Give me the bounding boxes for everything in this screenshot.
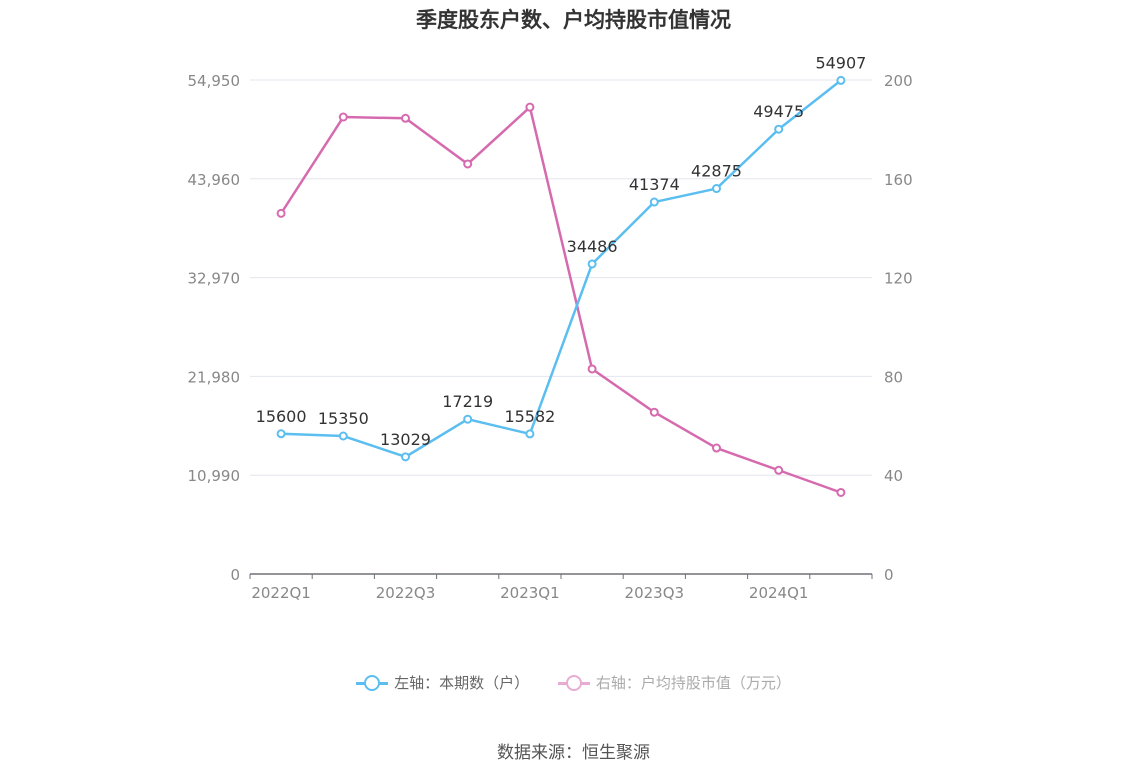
data-label: 13029 bbox=[380, 430, 431, 449]
data-point-left-axis bbox=[649, 197, 659, 207]
chart-title: 季度股东户数、户均持股市值情况 bbox=[416, 8, 731, 32]
data-label: 34486 bbox=[567, 237, 618, 256]
data-point-left-axis bbox=[338, 431, 348, 441]
right-axis-tick-label: 120 bbox=[884, 270, 913, 288]
left-axis-tick-label: 21,980 bbox=[188, 368, 241, 386]
data-point-right-axis bbox=[338, 112, 348, 122]
data-label: 42875 bbox=[691, 162, 742, 181]
data-label: 49475 bbox=[753, 102, 804, 121]
grid-lines bbox=[250, 79, 872, 476]
data-point-right-axis bbox=[649, 407, 659, 417]
data-label: 15582 bbox=[504, 407, 555, 426]
data-label: 15600 bbox=[256, 407, 307, 426]
data-point-left-axis bbox=[276, 429, 286, 439]
series-line-right-axis bbox=[280, 105, 842, 494]
data-point-left-axis bbox=[525, 429, 535, 439]
data-point-left-axis bbox=[587, 259, 597, 269]
series-line-left-axis bbox=[281, 79, 842, 459]
data-point-left-axis bbox=[463, 414, 473, 424]
right-axis-tick-label: 80 bbox=[884, 368, 903, 386]
legend-line-circle-icon bbox=[356, 674, 389, 692]
x-axis-tick-label: 2024Q1 bbox=[749, 584, 809, 602]
data-point-right-axis bbox=[836, 487, 846, 497]
data-point-left-axis bbox=[401, 452, 410, 462]
data-point-right-axis bbox=[774, 465, 784, 475]
data-point-right-axis bbox=[276, 208, 286, 218]
legend-item-right-axis[interactable]: 右轴：户均持股市值（万元） bbox=[557, 672, 791, 693]
right-axis-tick-label: 40 bbox=[884, 467, 903, 485]
legend-label-right: 右轴：户均持股市值（万元） bbox=[595, 674, 791, 692]
line-chart: 0 0 10,990 40 21,980 80 32,970 120 43,960 160 54,9… bbox=[188, 53, 913, 602]
legend-line-circle-icon bbox=[557, 674, 590, 692]
data-label: 41374 bbox=[629, 175, 680, 194]
data-point-right-axis bbox=[587, 364, 597, 374]
left-axis-tick-label: 54,950 bbox=[188, 72, 241, 90]
right-axis-tick-label: 200 bbox=[884, 72, 913, 90]
legend: 左轴：本期数（户） 右轴：户均持股市值（万元） bbox=[0, 672, 1147, 696]
right-axis-tick-label: 160 bbox=[884, 171, 913, 189]
axes: 0 0 10,990 40 21,980 80 32,970 120 43,960 160 54,9… bbox=[188, 72, 913, 602]
left-axis-tick-label: 0 bbox=[230, 566, 240, 584]
legend-label-left: 左轴：本期数（户） bbox=[394, 674, 530, 692]
data-point-left-axis bbox=[836, 75, 846, 85]
x-axis-tick-label: 2023Q1 bbox=[500, 584, 560, 602]
data-point-right-axis bbox=[525, 102, 535, 112]
series-layer bbox=[276, 75, 846, 497]
data-point-left-axis bbox=[774, 124, 784, 134]
data-label: 15350 bbox=[318, 409, 369, 428]
x-axis-tick-label: 2023Q3 bbox=[625, 584, 685, 602]
data-label: 54907 bbox=[815, 53, 866, 72]
data-point-right-axis bbox=[712, 443, 721, 453]
data-label: 17219 bbox=[442, 392, 493, 411]
right-axis-tick-label: 0 bbox=[884, 566, 894, 584]
data-source: 数据来源：恒生聚源 bbox=[497, 743, 650, 763]
x-axis-tick-label: 2022Q3 bbox=[376, 584, 436, 602]
left-axis-tick-label: 43,960 bbox=[188, 171, 241, 189]
data-point-left-axis bbox=[712, 184, 721, 194]
data-point-right-axis bbox=[463, 159, 473, 169]
legend-item-left-axis[interactable]: 左轴：本期数（户） bbox=[356, 672, 529, 693]
left-axis-tick-label: 32,970 bbox=[188, 270, 241, 288]
x-axis-tick-label: 2022Q1 bbox=[251, 584, 311, 602]
left-axis-tick-label: 10,990 bbox=[188, 467, 241, 485]
data-labels: 15600 15350 13029 17219 15582 34486 41374 42875… bbox=[256, 53, 867, 448]
data-point-right-axis bbox=[401, 113, 410, 123]
